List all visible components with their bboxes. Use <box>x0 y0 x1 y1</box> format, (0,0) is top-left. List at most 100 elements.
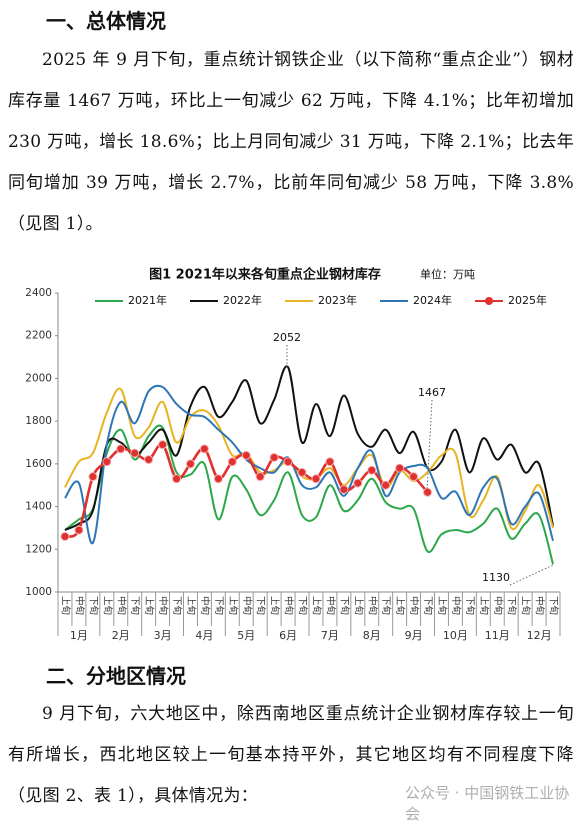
x-tick-label: 中旬 <box>534 596 546 615</box>
point <box>213 474 223 484</box>
x-tick-label: 下旬 <box>255 596 267 615</box>
x-tick-label: 中旬 <box>408 596 420 615</box>
point <box>269 452 279 462</box>
point <box>353 478 363 488</box>
x-tick-label: 下旬 <box>548 596 560 615</box>
chart-unit: 单位：万吨 <box>420 267 475 281</box>
x-tick-label: 中旬 <box>199 596 211 615</box>
y-tick-label: 1200 <box>25 543 52 555</box>
point <box>311 474 321 484</box>
legend-label: 2024年 <box>413 293 452 307</box>
series-line <box>64 384 554 544</box>
x-tick-label: 下旬 <box>129 596 141 615</box>
y-tick-label: 1600 <box>25 458 52 470</box>
point <box>297 467 307 477</box>
x-tick-label: 中旬 <box>492 596 504 615</box>
section-heading: 二、分地区情况 <box>46 664 186 688</box>
x-tick-label: 中旬 <box>366 596 378 615</box>
point <box>88 472 98 482</box>
annotation: 1467 <box>418 386 446 399</box>
x-tick-label: 下旬 <box>380 596 392 615</box>
y-tick-label: 2400 <box>25 287 52 299</box>
point <box>158 440 168 450</box>
legend-label: 2023年 <box>318 293 357 307</box>
point <box>102 457 112 467</box>
month-label: 12月 <box>527 629 552 642</box>
x-tick-label: 中旬 <box>73 596 85 615</box>
legend-marker <box>485 297 493 305</box>
x-tick-label: 下旬 <box>422 596 434 615</box>
section-heading: 一、总体情况 <box>46 9 166 33</box>
annotation-leader <box>509 564 554 586</box>
x-tick-label: 上旬 <box>185 596 197 615</box>
month-label: 8月 <box>363 629 381 642</box>
point <box>423 487 433 497</box>
point <box>74 525 84 535</box>
y-tick-label: 1800 <box>25 415 52 427</box>
month-label: 6月 <box>279 629 297 642</box>
x-tick-label: 上旬 <box>436 596 448 615</box>
point <box>409 472 419 482</box>
point <box>227 457 237 467</box>
chart-title: 图1 2021年以来各旬重点企业钢材库存 <box>149 267 381 283</box>
x-tick-label: 上旬 <box>227 596 239 615</box>
x-tick-label: 下旬 <box>87 596 99 615</box>
x-tick-label: 中旬 <box>324 596 336 615</box>
month-label: 1月 <box>70 629 88 642</box>
x-tick-label: 上旬 <box>478 596 490 615</box>
y-tick-label: 1000 <box>25 586 52 598</box>
y-tick-label: 1400 <box>25 501 52 513</box>
point <box>395 463 405 473</box>
annotation: 2052 <box>273 331 301 344</box>
x-tick-label: 上旬 <box>352 596 364 615</box>
watermark: 公众号 · 中国钢铁工业协会 <box>405 784 570 823</box>
annotation: 1130 <box>482 571 510 584</box>
legend-label: 2021年 <box>128 293 167 307</box>
x-tick-label: 上旬 <box>59 596 71 615</box>
point <box>116 444 126 454</box>
x-tick-label: 下旬 <box>213 596 225 615</box>
month-label: 2月 <box>112 629 130 642</box>
x-tick-label: 中旬 <box>115 596 127 615</box>
point <box>367 465 377 475</box>
x-tick-label: 下旬 <box>506 596 518 615</box>
point <box>144 455 154 465</box>
month-label: 7月 <box>321 629 339 642</box>
point <box>241 450 251 460</box>
point <box>130 448 140 458</box>
y-tick-label: 2000 <box>25 372 52 384</box>
point <box>339 484 349 494</box>
x-tick-label: 下旬 <box>338 596 350 615</box>
series-line <box>64 365 555 531</box>
legend-label: 2022年 <box>223 293 262 307</box>
point <box>60 531 70 541</box>
x-tick-label: 中旬 <box>157 596 169 615</box>
point <box>199 444 209 454</box>
x-tick-label: 下旬 <box>171 596 183 615</box>
point <box>172 474 182 484</box>
annotation-leader <box>426 399 433 492</box>
series-line <box>64 424 554 565</box>
x-tick-label: 下旬 <box>464 596 476 615</box>
month-label: 4月 <box>195 629 213 642</box>
x-tick-label: 上旬 <box>101 596 113 615</box>
x-tick-label: 上旬 <box>520 596 532 615</box>
month-label: 11月 <box>485 629 510 642</box>
month-label: 9月 <box>405 629 423 642</box>
legend-label: 2025年 <box>508 293 547 307</box>
point <box>325 457 335 467</box>
point <box>185 459 195 469</box>
paragraph: 9 月下旬，六大地区中，除西南地区重点统计企业钢材库存较上一旬有所增长，西北地区… <box>8 704 574 806</box>
paragraph: 2025 年 9 月下旬，重点统计钢铁企业（以下简称“重点企业”）钢材库存量 1… <box>8 50 574 234</box>
x-tick-label: 中旬 <box>241 596 253 615</box>
x-tick-label: 中旬 <box>283 596 295 615</box>
chart: 图1 2021年以来各旬重点企业钢材库存 单位：万吨 1000 1200 1400 1… <box>25 267 561 642</box>
x-tick-label: 上旬 <box>394 596 406 615</box>
month-label: 3月 <box>154 629 172 642</box>
point <box>381 480 391 490</box>
x-tick-label: 上旬 <box>310 596 322 615</box>
x-tick-label: 中旬 <box>450 596 462 615</box>
x-tick-label: 上旬 <box>269 596 281 615</box>
x-tick-label: 下旬 <box>297 596 309 615</box>
